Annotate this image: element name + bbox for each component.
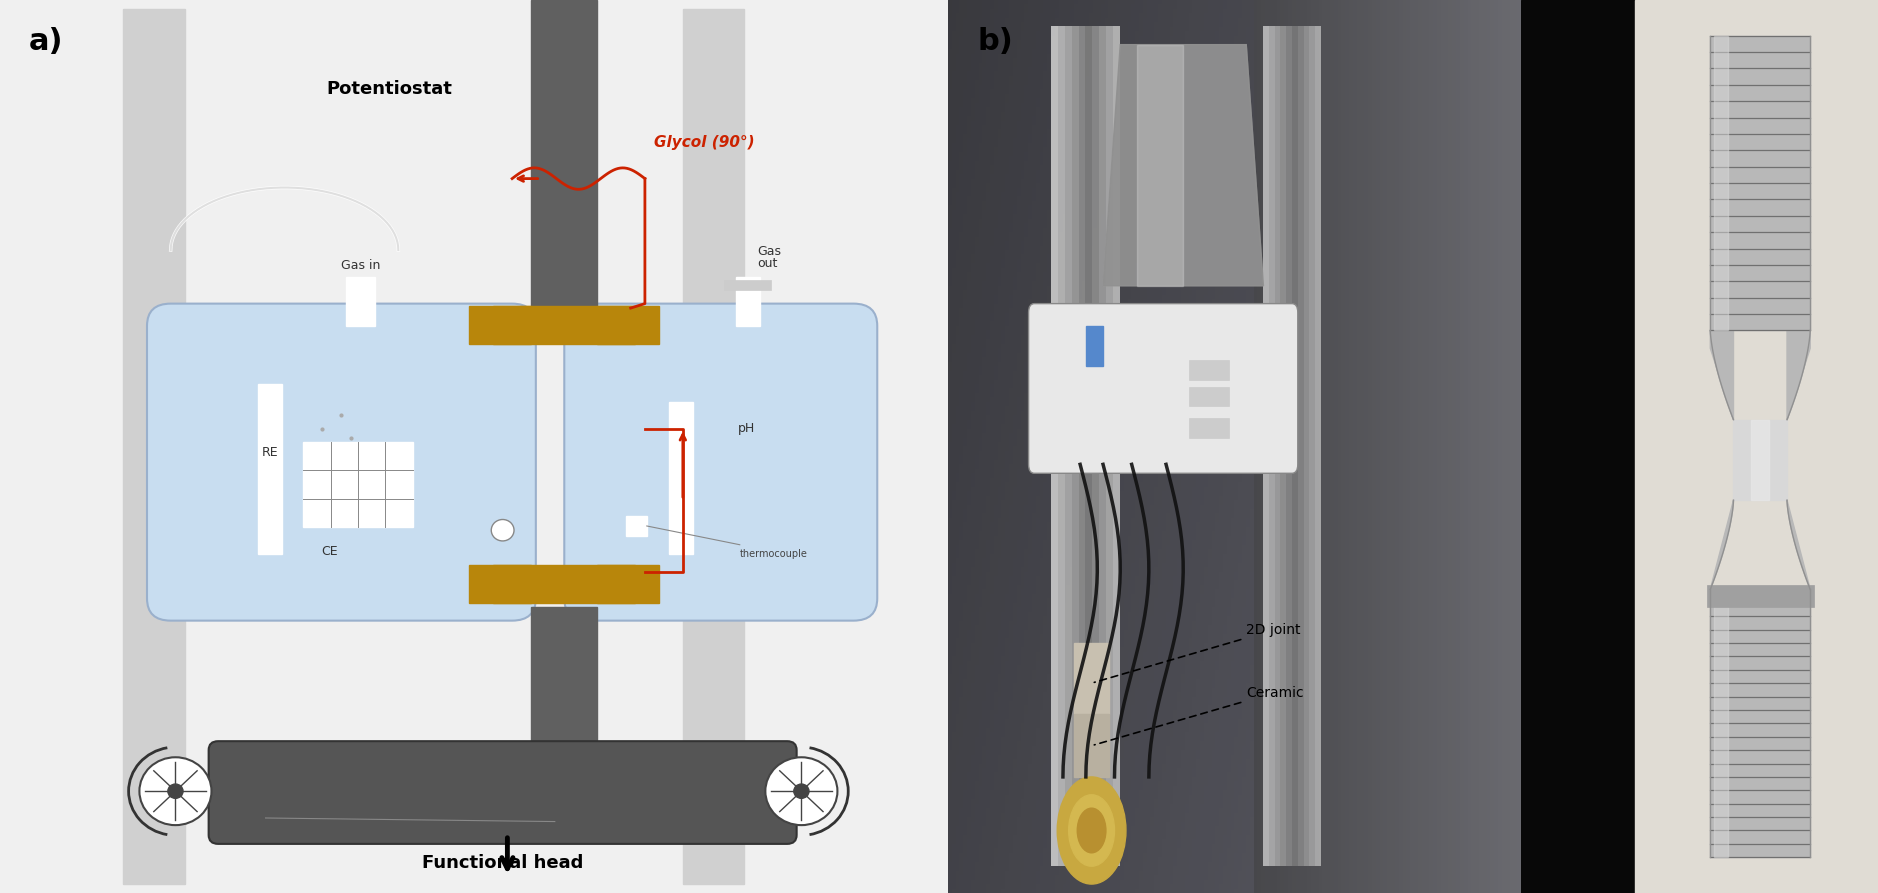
FancyBboxPatch shape: [563, 304, 877, 621]
Bar: [1711, 36, 1810, 330]
Polygon shape: [1788, 500, 1810, 589]
Bar: [736, 277, 761, 326]
Circle shape: [794, 784, 809, 798]
Bar: [684, 9, 744, 884]
Text: b): b): [977, 27, 1012, 55]
Bar: [597, 565, 635, 603]
Text: Ceramic: Ceramic: [1095, 686, 1303, 745]
Bar: [1189, 387, 1228, 406]
Bar: [1074, 643, 1108, 714]
Polygon shape: [1711, 330, 1733, 420]
Circle shape: [139, 757, 212, 825]
Bar: [625, 516, 646, 536]
Bar: [259, 384, 282, 554]
Circle shape: [766, 757, 838, 825]
Bar: [1707, 585, 1814, 607]
Bar: [1715, 36, 1728, 330]
Text: Potentiostat: Potentiostat: [327, 80, 453, 98]
Bar: [470, 565, 659, 603]
Bar: [494, 306, 531, 344]
Polygon shape: [1102, 45, 1264, 286]
Text: RE: RE: [261, 446, 278, 460]
Text: a): a): [28, 27, 64, 55]
Text: Gas in: Gas in: [340, 259, 379, 272]
Polygon shape: [1711, 500, 1733, 589]
Bar: [1733, 420, 1788, 500]
Circle shape: [167, 784, 182, 798]
Circle shape: [1057, 777, 1127, 884]
Bar: [124, 9, 184, 884]
Bar: [1636, 0, 1878, 893]
FancyBboxPatch shape: [1029, 304, 1298, 473]
Bar: [597, 306, 635, 344]
Bar: [304, 442, 413, 527]
Bar: [1074, 714, 1108, 777]
Bar: [723, 280, 772, 290]
Bar: [346, 277, 374, 326]
Text: Glycol (90°): Glycol (90°): [654, 136, 755, 150]
Bar: [1715, 589, 1728, 857]
Bar: [1711, 589, 1810, 857]
Bar: [1189, 418, 1228, 438]
Bar: [1521, 0, 1636, 893]
Text: 2D joint: 2D joint: [1095, 623, 1301, 682]
FancyBboxPatch shape: [146, 304, 535, 621]
Circle shape: [492, 520, 515, 541]
Bar: [494, 565, 531, 603]
FancyBboxPatch shape: [208, 741, 796, 844]
Polygon shape: [1788, 330, 1810, 420]
Bar: [531, 0, 597, 339]
Bar: [1752, 420, 1769, 500]
Bar: [1138, 45, 1183, 286]
Bar: [470, 306, 659, 344]
Text: pH: pH: [738, 422, 755, 435]
Polygon shape: [1102, 45, 1264, 286]
Bar: [1085, 326, 1102, 366]
Text: Gas
out: Gas out: [757, 245, 781, 270]
Text: CE: CE: [321, 545, 338, 558]
Bar: [669, 402, 693, 554]
Polygon shape: [1711, 330, 1733, 420]
Circle shape: [1069, 795, 1114, 866]
Text: thermocouple: thermocouple: [740, 549, 808, 559]
Circle shape: [1078, 808, 1106, 853]
Polygon shape: [1788, 330, 1810, 420]
Bar: [1189, 360, 1228, 380]
Bar: [531, 607, 597, 804]
Text: Functional head: Functional head: [423, 855, 584, 872]
